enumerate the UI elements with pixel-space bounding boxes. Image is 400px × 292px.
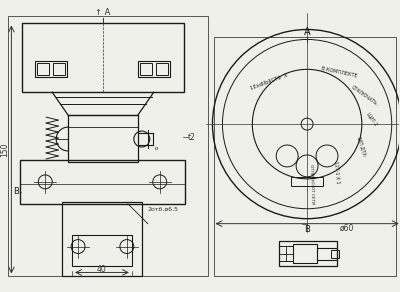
Text: 127-1 Х 1: 127-1 Х 1: [334, 160, 340, 183]
Bar: [138, 61, 170, 77]
Bar: [22, 22, 184, 92]
Bar: [35, 61, 67, 77]
Bar: [53, 63, 65, 75]
Bar: [317, 248, 337, 260]
Text: B: B: [304, 225, 310, 234]
Text: ТИП ДТХ-: ТИП ДТХ-: [356, 135, 368, 157]
Text: B: B: [14, 187, 19, 196]
Bar: [140, 63, 152, 75]
Text: 150: 150: [0, 143, 9, 157]
Bar: [156, 63, 168, 75]
Text: ОТКЛЮЧАТЬ,: ОТКЛЮЧАТЬ,: [350, 85, 379, 107]
Bar: [331, 250, 339, 258]
Bar: [72, 234, 132, 267]
Text: ø60: ø60: [340, 224, 354, 233]
Bar: [279, 241, 337, 267]
Text: ЩИТ-2: ЩИТ-2: [365, 111, 378, 127]
Text: 1ExdIIbIICT6  X: 1ExdIIbIICT6 X: [250, 73, 289, 91]
Bar: [291, 177, 323, 186]
Bar: [20, 160, 185, 204]
Bar: [37, 63, 49, 75]
Text: 2отб.ø6.5: 2отб.ø6.5: [148, 207, 179, 212]
Text: ОТЛИЧНО ОТ СЕТИ: ОТЛИЧНО ОТ СЕТИ: [309, 164, 315, 204]
Bar: [8, 15, 208, 277]
Text: o: o: [155, 147, 158, 152]
Bar: [62, 202, 142, 277]
Text: A: A: [304, 27, 310, 37]
Bar: [214, 37, 396, 277]
Text: t2: t2: [188, 133, 196, 142]
Text: 40: 40: [97, 265, 107, 274]
Text: В КОМПЛЕКТЕ: В КОМПЛЕКТЕ: [320, 66, 357, 79]
Bar: [293, 244, 317, 263]
Bar: [279, 246, 293, 262]
Bar: [68, 115, 138, 162]
Text: ↑ A: ↑ A: [95, 8, 111, 17]
